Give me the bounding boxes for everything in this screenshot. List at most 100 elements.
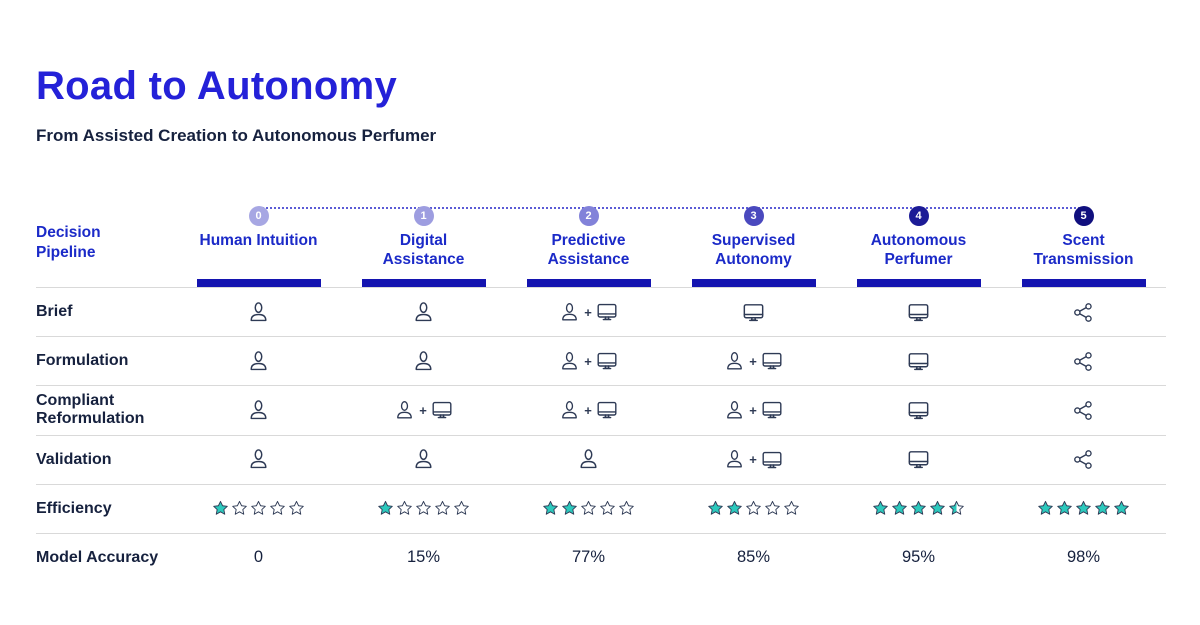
- cell-icon: +: [506, 300, 671, 324]
- stage-header-4: 4 Autonomous Perfumer: [836, 197, 1001, 287]
- star-empty-icon: [454, 501, 469, 515]
- star-rating-4.5: [872, 500, 965, 517]
- table-row-validation: Validation +: [36, 434, 1166, 484]
- cell-stars: [1001, 500, 1166, 517]
- cell-icon: +: [506, 349, 671, 373]
- star-half-icon: [949, 501, 964, 515]
- star-empty-icon: [765, 501, 780, 515]
- cell-icon: [671, 300, 836, 325]
- table-row-compliant-reformulation: Compliant Reformulation + + +: [36, 385, 1166, 435]
- cell-icon: [836, 447, 1001, 472]
- stage-label: Scent Transmission: [1033, 232, 1134, 268]
- row-label: Brief: [36, 302, 73, 320]
- star-rating-1: [212, 500, 305, 517]
- star-rating-2: [707, 500, 800, 517]
- plus-sign: +: [749, 402, 757, 418]
- cell-icon: +: [671, 398, 836, 422]
- cell-icon: +: [671, 349, 836, 373]
- cell-icon: [176, 447, 341, 472]
- plus-sign: +: [749, 452, 757, 468]
- computer-icon: [430, 398, 454, 422]
- star-filled-icon: [562, 501, 577, 515]
- human-icon: [411, 447, 436, 472]
- star-rating-5: [1037, 500, 1130, 517]
- star-rating-2: [542, 500, 635, 517]
- human-icon: [411, 300, 436, 325]
- cell-icon: [176, 398, 341, 423]
- star-empty-icon: [232, 501, 247, 515]
- star-empty-icon: [435, 501, 450, 515]
- cell-icon: [341, 447, 506, 472]
- row-label: Model Accuracy: [36, 548, 159, 566]
- cell-value: 0: [253, 548, 264, 567]
- star-empty-icon: [600, 501, 615, 515]
- cell-value: 85%: [736, 548, 771, 567]
- stage-number-badge: 1: [413, 206, 434, 226]
- table-row-formulation: Formulation + +: [36, 336, 1166, 385]
- table-row-brief: Brief +: [36, 287, 1166, 336]
- computer-icon: [760, 398, 784, 422]
- star-filled-icon: [708, 501, 723, 515]
- cell-icon: [341, 349, 506, 374]
- star-empty-icon: [270, 501, 285, 515]
- cell-icon: +: [671, 448, 836, 472]
- cell-value: 95%: [901, 548, 936, 567]
- cell-value: 77%: [571, 548, 606, 567]
- star-filled-icon: [727, 501, 742, 515]
- share-icon: [1072, 399, 1095, 422]
- stage-underline-bar: [1021, 279, 1146, 287]
- star-filled-icon: [873, 501, 888, 515]
- cell-icon: [836, 398, 1001, 423]
- star-filled-icon: [930, 501, 945, 515]
- stage-label: Human Intuition: [199, 232, 318, 249]
- cell-value: 15%: [406, 548, 441, 567]
- stage-number-badge: 4: [908, 206, 929, 226]
- share-icon: [1072, 448, 1095, 471]
- star-empty-icon: [251, 501, 266, 515]
- share-icon: [1072, 301, 1095, 324]
- star-filled-icon: [892, 501, 907, 515]
- human-icon: [411, 349, 436, 374]
- stage-header-5: 5 Scent Transmission: [1001, 197, 1166, 287]
- cell-stars: [836, 500, 1001, 517]
- share-icon: [1072, 350, 1095, 373]
- human-icon: [246, 300, 271, 325]
- computer-icon: [595, 300, 619, 324]
- row-label: Compliant Reformulation: [36, 392, 145, 428]
- cell-icon: [176, 349, 341, 374]
- row-label: Formulation: [36, 351, 129, 369]
- table-row-model-accuracy: Model Accuracy 0 15% 77% 85% 95% 98%: [36, 532, 1166, 582]
- stage-connector-dotted-line: [258, 207, 1084, 209]
- stage-number-badge: 2: [578, 206, 599, 226]
- plus-sign: +: [584, 353, 592, 369]
- cell-value: 98%: [1066, 548, 1101, 567]
- cell-icon: [1001, 448, 1166, 471]
- cell-icon: [506, 447, 671, 472]
- stage-underline-bar: [196, 279, 321, 287]
- stage-number-badge: 5: [1073, 206, 1094, 226]
- stage-underline-bar: [361, 279, 486, 287]
- human-plus-computer-icon: +: [723, 448, 784, 472]
- star-rating-1: [377, 500, 470, 517]
- stage-underline-bar: [526, 279, 651, 287]
- human-icon: [723, 399, 746, 422]
- human-plus-computer-icon: +: [558, 349, 619, 373]
- stage-label: Supervised Autonomy: [711, 232, 796, 268]
- cell-icon: [1001, 301, 1166, 324]
- human-icon: [558, 399, 581, 422]
- star-filled-icon: [1076, 501, 1091, 515]
- human-icon: [558, 350, 581, 373]
- star-empty-icon: [619, 501, 634, 515]
- star-empty-icon: [746, 501, 761, 515]
- cell-icon: [341, 300, 506, 325]
- human-icon: [723, 448, 746, 471]
- cell-icon: [836, 300, 1001, 325]
- cell-icon: [1001, 399, 1166, 422]
- title-block: Road to Autonomy From Assisted Creation …: [36, 64, 436, 146]
- plus-sign: +: [749, 353, 757, 369]
- star-filled-icon: [1095, 501, 1110, 515]
- human-icon: [723, 350, 746, 373]
- star-empty-icon: [397, 501, 412, 515]
- stage-number-badge: 0: [248, 206, 269, 226]
